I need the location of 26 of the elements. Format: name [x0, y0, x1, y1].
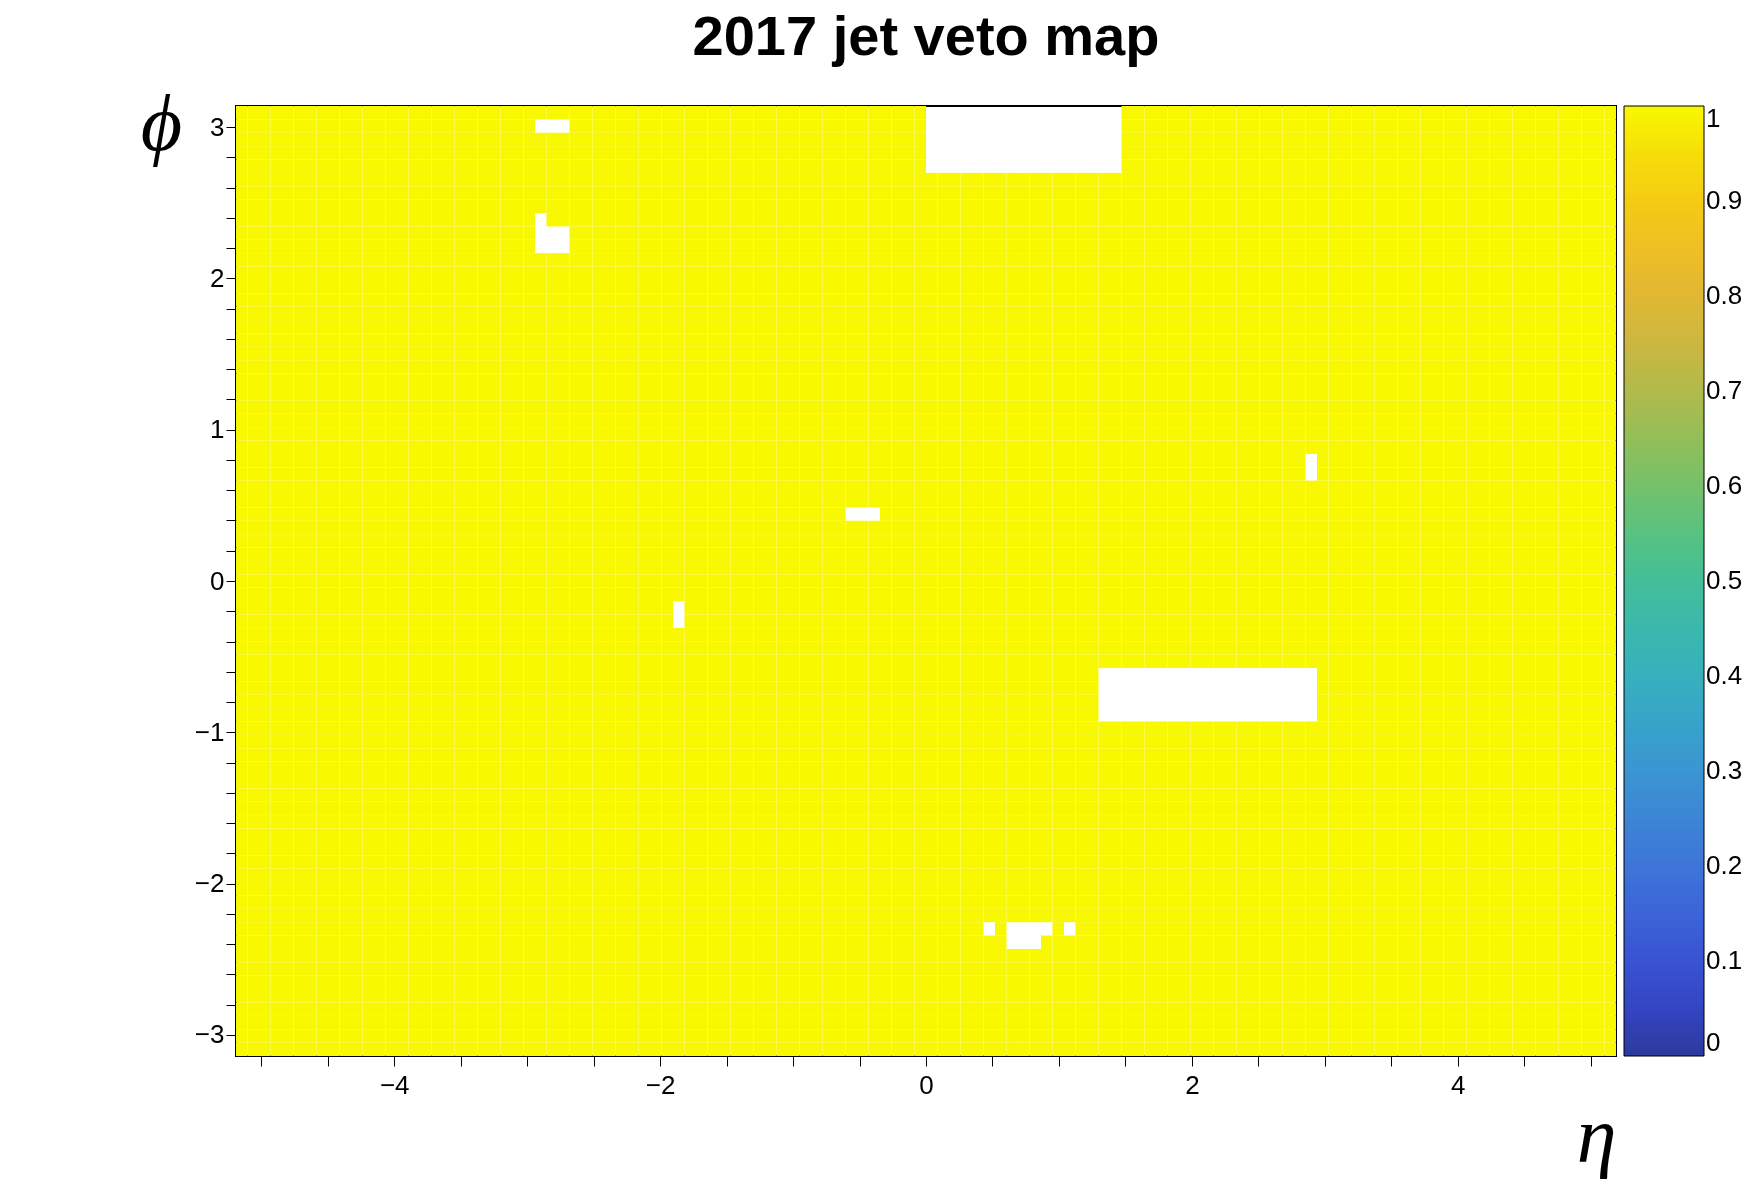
x-axis-title: η	[1576, 1090, 1617, 1179]
y-tick-label: −2	[194, 868, 225, 899]
x-tick-label: −2	[645, 1069, 676, 1100]
color-bar-label: 0	[1706, 1027, 1721, 1057]
y-tick-label: −1	[194, 716, 225, 747]
y-axis-title: ϕ	[140, 78, 183, 167]
y-tick-label: 2	[210, 262, 225, 293]
color-bar-label: 0.4	[1706, 660, 1743, 690]
color-bar-label: 0.1	[1706, 945, 1743, 975]
color-bar-label: 0.5	[1706, 565, 1743, 595]
color-bar-label: 0.9	[1706, 185, 1743, 215]
color-bar-label: 0.2	[1706, 850, 1743, 880]
color-bar-label: 0.7	[1706, 375, 1743, 405]
y-tick-label: −3	[194, 1019, 225, 1050]
color-bar-label: 0.6	[1706, 470, 1743, 500]
y-tick-label: 3	[210, 111, 225, 142]
color-bar-label: 0.3	[1706, 755, 1743, 785]
x-tick-label: 2	[1185, 1069, 1200, 1100]
chart-title: 2017 jet veto map	[692, 4, 1160, 67]
x-tick-label: 0	[919, 1069, 934, 1100]
color-bar-label: 0.8	[1706, 280, 1743, 310]
y-tick-label: 1	[210, 414, 225, 445]
color-bar-label: 1	[1706, 103, 1721, 133]
x-tick-label: 4	[1451, 1069, 1466, 1100]
y-tick-label: 0	[210, 565, 225, 596]
x-tick-label: −4	[379, 1069, 410, 1100]
